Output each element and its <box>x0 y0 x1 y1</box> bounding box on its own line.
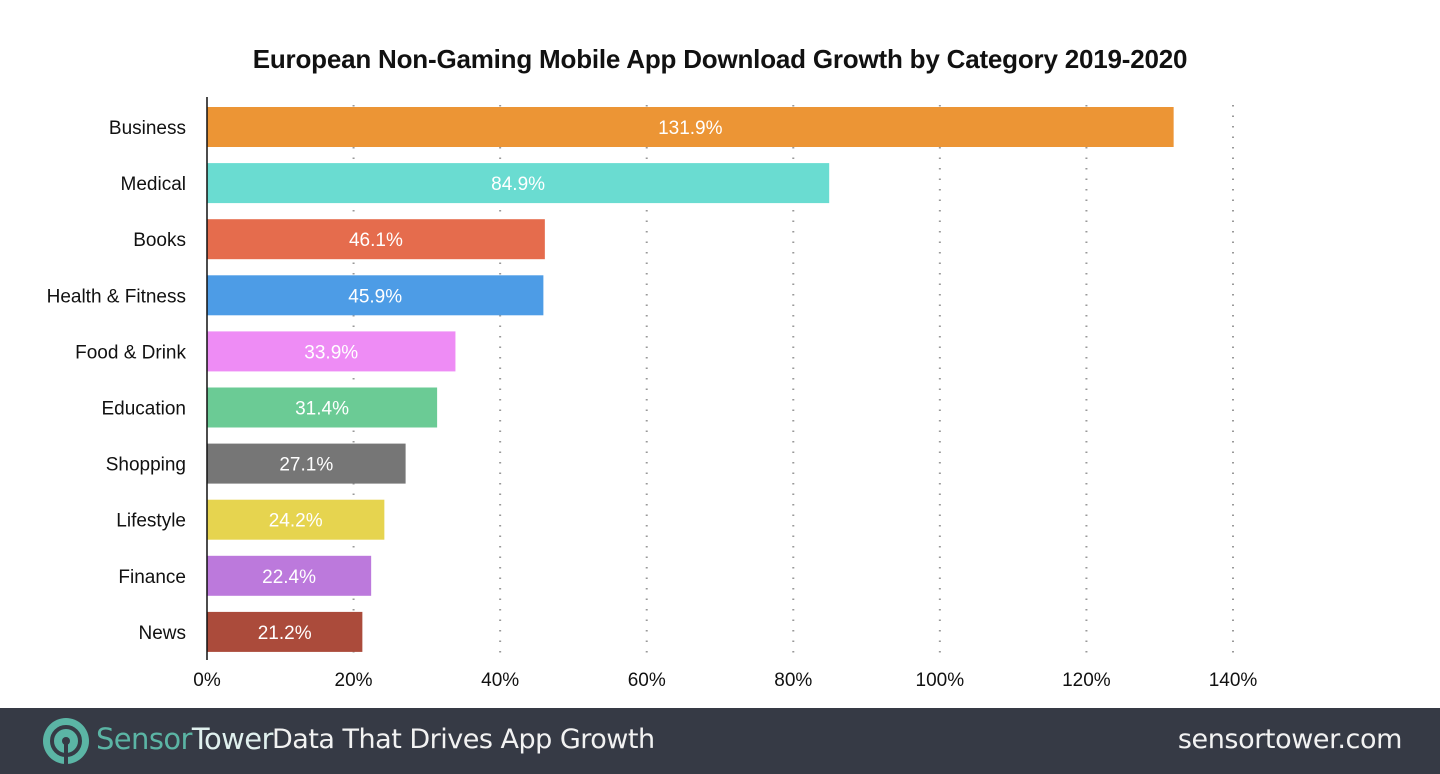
x-axis-ticks: 0% 20% 40% 60% 80% 100% 120% 140% <box>193 670 1257 691</box>
footer-bar <box>0 708 1440 774</box>
bar-lifestyle <box>207 499 385 540</box>
bar-business <box>207 107 1174 147</box>
category-label: Medical <box>121 174 186 195</box>
data-label: 33.9% <box>304 342 358 363</box>
bar-chart: 131.9% 84.9% 46.1% 45.9% 33.9% 31.4% 27.1% 24.2… <box>47 97 1257 691</box>
category-label: Business <box>109 118 186 139</box>
tagline: Data That Drives App Growth <box>272 724 655 755</box>
bar-education <box>207 387 438 428</box>
brand-part-tower: Tower <box>191 722 274 756</box>
category-label: Shopping <box>106 455 186 476</box>
brand-part-sensor: Sensor <box>96 722 192 756</box>
bar-medical <box>207 163 830 204</box>
x-tick-label: 120% <box>1062 670 1111 691</box>
category-label: Books <box>133 230 186 251</box>
data-label: 131.9% <box>658 118 723 139</box>
bars: 131.9% 84.9% 46.1% 45.9% 33.9% 31.4% 27.1% 24.2… <box>207 107 1174 652</box>
data-label: 22.4% <box>262 567 316 588</box>
brand-name: SensorTower <box>96 722 273 756</box>
x-tick-label: 100% <box>916 670 965 691</box>
x-tick-label: 0% <box>193 670 221 691</box>
bar-health-fitness <box>207 275 544 316</box>
bar-books <box>207 219 545 260</box>
category-label: News <box>138 623 186 644</box>
data-label: 45.9% <box>348 286 402 307</box>
category-label: Finance <box>118 567 186 588</box>
data-label: 46.1% <box>349 230 403 251</box>
bar-news <box>207 611 363 652</box>
bar-finance <box>207 555 372 596</box>
x-tick-label: 20% <box>335 670 373 691</box>
x-tick-label: 140% <box>1209 670 1258 691</box>
sensortower-logo-icon <box>43 718 89 764</box>
x-tick-label: 40% <box>481 670 519 691</box>
category-label: Health & Fitness <box>47 286 186 307</box>
category-labels: Business Medical Books Health & Fitness Food… <box>47 118 187 644</box>
bar-food-drink <box>207 331 456 372</box>
data-label: 31.4% <box>295 399 349 420</box>
chart-title: European Non-Gaming Mobile App Download … <box>252 44 1188 74</box>
data-label: 27.1% <box>279 455 333 476</box>
data-label: 21.2% <box>258 623 312 644</box>
bar-shopping <box>207 443 406 484</box>
x-tick-label: 80% <box>774 670 812 691</box>
category-label: Food & Drink <box>75 342 186 363</box>
category-label: Lifestyle <box>116 511 186 532</box>
website-link: sensortower.com <box>1177 724 1403 755</box>
x-tick-label: 60% <box>628 670 666 691</box>
data-label: 84.9% <box>491 174 545 195</box>
category-label: Education <box>101 399 186 420</box>
data-label: 24.2% <box>269 511 323 532</box>
